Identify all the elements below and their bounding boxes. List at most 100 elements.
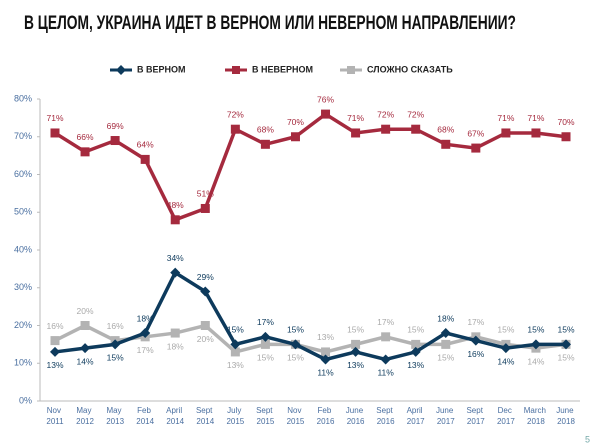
data-label: 70% — [557, 117, 574, 127]
data-point — [561, 339, 571, 350]
data-label: 13% — [46, 360, 63, 370]
data-label: 34% — [167, 253, 184, 263]
data-point — [351, 339, 361, 349]
data-label: 14% — [527, 356, 544, 366]
data-label: 15% — [497, 325, 514, 335]
data-point — [50, 346, 60, 357]
data-label: 29% — [197, 272, 214, 282]
data-label: 20% — [77, 306, 94, 316]
data-point — [260, 339, 270, 349]
data-point — [351, 128, 361, 138]
x-tick-label: Dec 2017 — [497, 406, 515, 426]
data-point — [290, 339, 301, 350]
x-tick-label: Sept 2016 — [376, 406, 395, 426]
data-label: 68% — [257, 125, 274, 135]
data-label: 15% — [287, 325, 304, 335]
data-label: 15% — [227, 325, 244, 335]
x-tick-label: Feb 2016 — [317, 406, 335, 426]
y-tick-label: 60% — [14, 169, 32, 179]
x-tick-label: May 2012 — [76, 406, 94, 426]
data-label: 17% — [137, 345, 154, 355]
data-label: 15% — [437, 353, 454, 363]
data-label: 14% — [497, 356, 514, 366]
data-label: 13% — [407, 360, 424, 370]
data-label: 11% — [377, 368, 394, 378]
y-tick-label: 0% — [19, 395, 32, 405]
series-line — [54, 111, 567, 222]
data-point — [50, 128, 60, 138]
y-tick-label: 20% — [14, 320, 32, 330]
data-label: 13% — [347, 360, 364, 370]
data-label: 67% — [467, 128, 484, 138]
data-point — [471, 143, 481, 153]
data-label: 16% — [467, 349, 484, 359]
data-point — [170, 328, 180, 338]
data-point — [411, 124, 421, 134]
data-label: 20% — [197, 334, 214, 344]
y-tick-label: 40% — [14, 244, 32, 254]
data-point — [411, 339, 421, 349]
data-point — [260, 139, 270, 149]
data-point — [230, 124, 240, 134]
data-label: 72% — [377, 109, 394, 119]
data-point — [200, 203, 210, 213]
data-point — [230, 347, 240, 357]
data-point — [410, 346, 421, 357]
x-tick-label: April 2017 — [407, 406, 426, 426]
legend-marker — [347, 66, 355, 74]
data-label: 69% — [107, 121, 124, 131]
y-tick-label: 50% — [14, 207, 32, 217]
data-label: 17% — [377, 317, 394, 327]
data-point — [200, 321, 210, 330]
x-tick-label: Sept 2017 — [466, 406, 485, 426]
x-tick-label: Sept 2015 — [256, 406, 275, 426]
data-point — [440, 328, 451, 339]
data-label: 70% — [287, 117, 304, 127]
data-point — [530, 339, 541, 350]
data-label: 18% — [167, 341, 184, 351]
data-point — [80, 147, 90, 157]
data-label: 76% — [317, 94, 334, 104]
x-tick-label: March 2018 — [524, 406, 548, 426]
data-label: 15% — [107, 353, 124, 363]
x-tick-label: Feb 2014 — [136, 406, 154, 426]
data-point — [321, 109, 331, 119]
data-label: 15% — [407, 325, 424, 335]
y-tick-label: 10% — [14, 358, 32, 368]
data-label: 14% — [77, 356, 94, 366]
legend-label: В НЕВЕРНОМ — [252, 64, 313, 74]
data-label: 13% — [317, 332, 334, 342]
data-label: 15% — [557, 325, 574, 335]
data-label: 66% — [77, 132, 94, 142]
data-label: 71% — [497, 113, 514, 123]
data-label: 72% — [407, 109, 424, 119]
page-number: 5 — [585, 434, 590, 444]
data-point — [80, 343, 91, 354]
data-label: 71% — [527, 113, 544, 123]
x-tick-label: Nov 2011 — [46, 406, 64, 426]
data-label: 18% — [137, 313, 154, 323]
data-label: 13% — [227, 360, 244, 370]
data-label: 16% — [107, 321, 124, 331]
data-label: 68% — [437, 125, 454, 135]
legend-marker — [232, 66, 240, 74]
data-label: 64% — [137, 140, 154, 150]
x-tick-label: Sept 2014 — [196, 406, 215, 426]
data-point — [110, 136, 120, 146]
data-label: 15% — [557, 353, 574, 363]
data-label: 51% — [197, 189, 214, 199]
data-point — [50, 336, 60, 346]
data-point — [500, 343, 511, 354]
series-line — [54, 323, 567, 354]
data-label: 11% — [317, 368, 334, 378]
y-tick-label: 70% — [14, 131, 32, 141]
data-label: 18% — [437, 313, 454, 323]
data-label: 16% — [46, 321, 63, 331]
data-label: 15% — [527, 325, 544, 335]
x-tick-label: May 2013 — [106, 406, 124, 426]
x-tick-label: July 2015 — [226, 406, 244, 426]
data-point — [381, 124, 391, 134]
y-tick-label: 30% — [14, 282, 32, 292]
